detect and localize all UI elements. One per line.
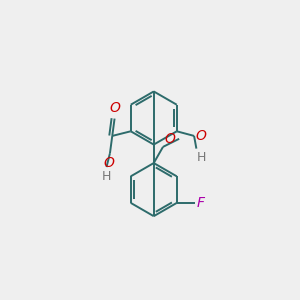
Text: H: H <box>102 170 111 183</box>
Text: F: F <box>196 196 204 210</box>
Text: O: O <box>109 101 120 115</box>
Text: O: O <box>164 132 175 146</box>
Text: O: O <box>104 155 115 170</box>
Text: O: O <box>195 129 206 143</box>
Text: H: H <box>197 151 206 164</box>
